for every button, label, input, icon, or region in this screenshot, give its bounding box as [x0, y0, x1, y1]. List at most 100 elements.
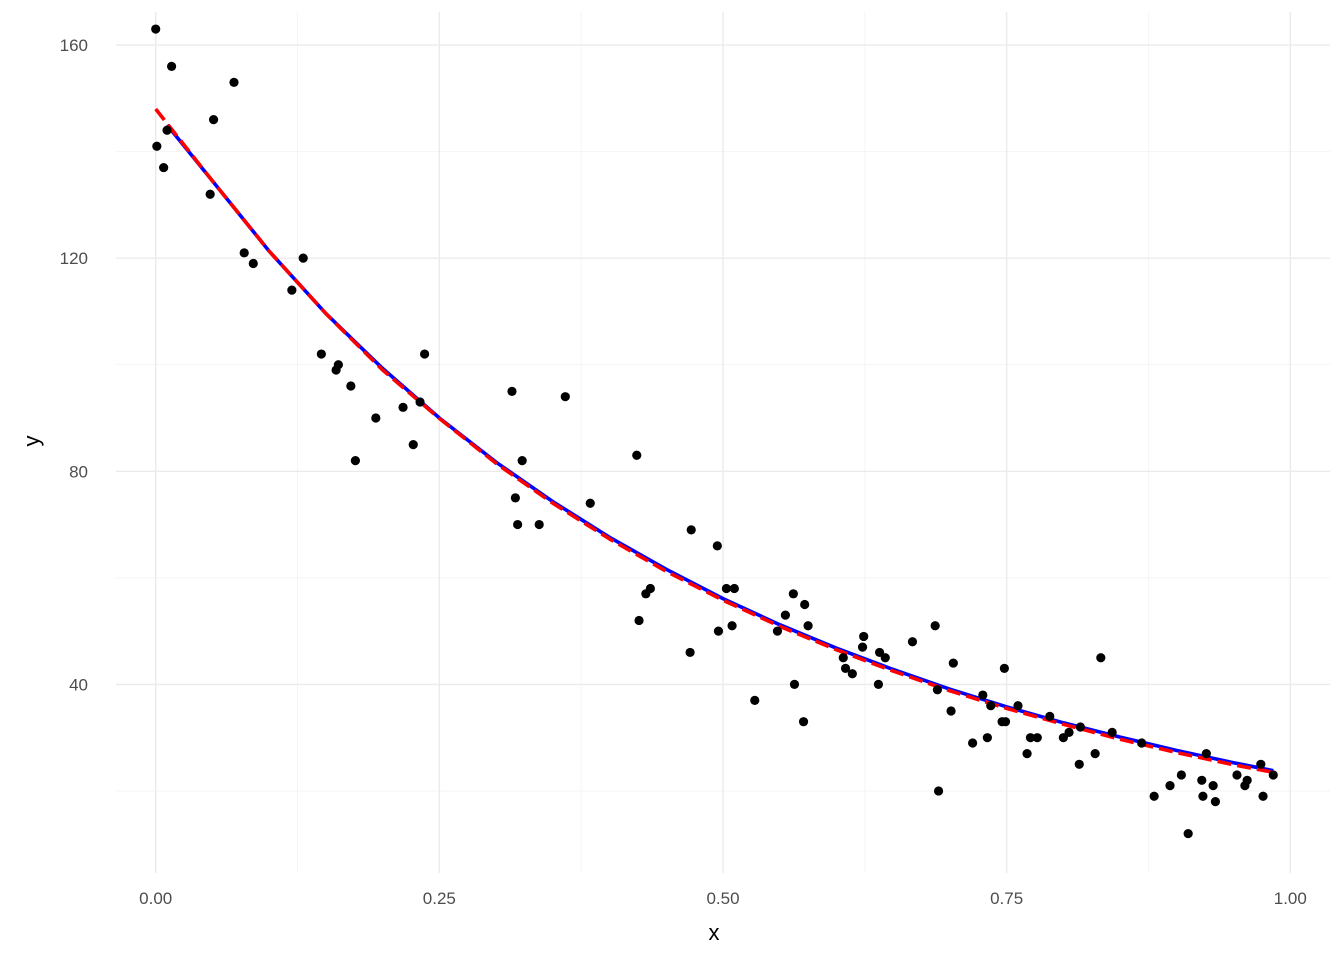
data-points [151, 24, 1278, 839]
data-point [1075, 722, 1085, 732]
data-point [1256, 759, 1266, 769]
data-point [873, 679, 884, 689]
data-point [239, 248, 249, 258]
data-point [634, 615, 644, 626]
y-tick-label: 80 [69, 462, 88, 481]
data-point [1025, 733, 1036, 743]
data-point [1183, 828, 1193, 839]
data-point [840, 663, 851, 674]
x-axis-ticks: 0.00 0.25 0.50 0.75 1.00 [139, 889, 1307, 908]
data-point [166, 61, 177, 71]
data-point [513, 519, 523, 530]
y-axis-ticks: 40 80 120 160 [60, 36, 88, 694]
data-point [880, 653, 890, 663]
data-point [1232, 770, 1242, 780]
data-point [1268, 770, 1278, 780]
data-point [686, 525, 696, 535]
data-point [287, 285, 297, 295]
data-point [346, 381, 356, 391]
data-point [645, 583, 655, 594]
data-point [1208, 781, 1218, 791]
data-point [800, 599, 810, 610]
data-point [1045, 711, 1055, 721]
data-point [534, 519, 544, 530]
x-tick-label: 0.25 [423, 889, 456, 908]
data-point [151, 24, 161, 34]
data-point [859, 631, 869, 642]
data-point [1165, 781, 1175, 791]
data-point [316, 349, 326, 359]
data-point [838, 653, 848, 663]
data-point [847, 669, 857, 679]
data-point [946, 706, 956, 716]
data-point [1064, 727, 1074, 737]
data-point [152, 141, 162, 151]
data-point [713, 626, 724, 636]
x-tick-label: 0.50 [706, 889, 739, 908]
data-point [398, 402, 408, 412]
data-point [1137, 738, 1147, 748]
data-point [968, 738, 978, 748]
y-axis-title: y [19, 436, 44, 447]
data-point [721, 583, 732, 594]
data-point [1000, 717, 1011, 727]
data-point [803, 621, 813, 631]
data-point [789, 679, 800, 689]
major-gridlines [116, 12, 1330, 873]
y-tick-label: 40 [69, 675, 88, 694]
data-point [933, 786, 944, 796]
data-point [907, 637, 918, 647]
data-point [510, 493, 520, 503]
data-point [780, 610, 791, 620]
data-point [932, 685, 943, 695]
data-point [982, 733, 992, 743]
fit-curves [154, 107, 1274, 775]
y-tick-label: 120 [60, 249, 88, 268]
data-point [350, 456, 360, 466]
data-point [162, 125, 172, 135]
dashed-fit-curve [154, 107, 1274, 775]
data-point [685, 647, 695, 658]
data-point [948, 658, 958, 668]
data-point [1242, 775, 1252, 785]
data-point [159, 162, 169, 173]
data-point [248, 258, 258, 269]
data-point [712, 541, 722, 551]
data-point [333, 360, 343, 370]
data-point [1090, 749, 1100, 759]
data-point [205, 189, 215, 199]
data-point [1074, 759, 1084, 769]
data-point [1198, 791, 1208, 801]
y-tick-label: 160 [60, 36, 88, 55]
data-point [208, 115, 219, 125]
x-tick-label: 1.00 [1274, 889, 1307, 908]
data-point [1197, 775, 1207, 785]
data-point [772, 626, 783, 636]
data-point [229, 77, 239, 87]
data-point [420, 349, 430, 359]
data-point [729, 583, 739, 594]
data-point [999, 663, 1009, 674]
data-point [1176, 770, 1186, 780]
data-point [727, 621, 737, 631]
solid-fit-curve [165, 123, 1274, 773]
data-point [1201, 749, 1211, 759]
data-point [788, 589, 798, 599]
x-tick-label: 0.75 [990, 889, 1023, 908]
data-point [408, 440, 418, 450]
data-point [1096, 653, 1106, 663]
data-point [415, 397, 425, 407]
data-point [1013, 701, 1023, 711]
data-point [1149, 791, 1159, 801]
data-point [750, 695, 760, 705]
x-axis-title: x [709, 920, 720, 945]
data-point [371, 413, 381, 423]
x-tick-label: 0.00 [139, 889, 172, 908]
data-point [1107, 727, 1117, 737]
data-point [585, 498, 595, 508]
data-point [298, 253, 308, 263]
data-point [632, 450, 642, 460]
data-point [1022, 749, 1032, 759]
data-point [1210, 797, 1221, 807]
